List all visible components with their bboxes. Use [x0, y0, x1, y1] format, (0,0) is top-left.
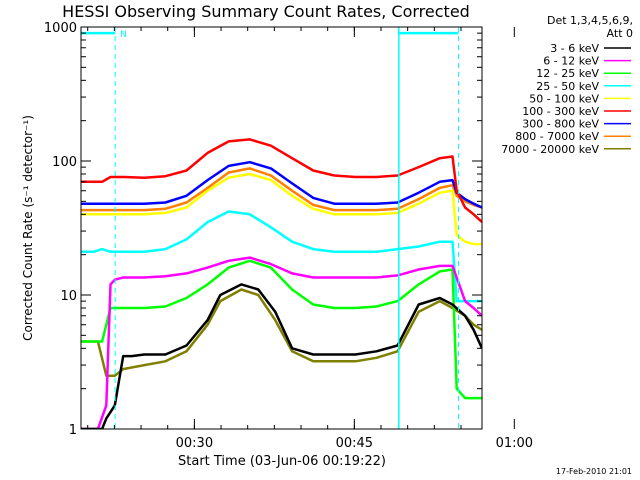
legend-header-line2: Att 0: [607, 27, 633, 40]
y-tick-label: 10: [60, 289, 77, 304]
legend-label: 800 - 7000 keV: [515, 130, 599, 143]
legend-label: 3 - 6 keV: [550, 42, 599, 55]
legend-label: 6 - 12 keV: [543, 55, 599, 68]
x-tick-label: 00:45: [336, 436, 373, 451]
annotation-n: N: [120, 30, 127, 40]
series-line-0: [81, 283, 482, 429]
y-tick-label: 1000: [44, 21, 77, 36]
y-tick-label: 100: [52, 155, 77, 170]
legend-label: 300 - 800 keV: [522, 118, 599, 131]
legend-label: 7000 - 20000 keV: [501, 143, 599, 156]
series-group: [81, 27, 482, 429]
legend-label: 25 - 50 keV: [536, 80, 599, 93]
footer-date: 17-Feb-2010 21:01: [556, 467, 632, 476]
series-line-2: [81, 259, 482, 400]
series-line-7: [81, 167, 482, 212]
legend-label: 12 - 25 keV: [536, 67, 599, 80]
plot-area: N: [81, 27, 482, 429]
series-line-3: [81, 210, 482, 303]
legend-header-line1: Det 1,3,4,5,6,9,: [547, 14, 633, 27]
series-line-6: [81, 160, 482, 209]
y-axis-label: Corrected Count Rate (s⁻¹ detector⁻¹): [21, 115, 35, 341]
x-tick-label: 00:30: [176, 436, 213, 451]
plot-frame: [80, 26, 483, 430]
x-axis-label: Start Time (03-Jun-06 00:19:22): [178, 454, 386, 469]
series-line-8: [81, 288, 482, 377]
x-tick-label: 01:00: [496, 436, 533, 451]
y-tick-label: 1: [69, 423, 77, 438]
chart-title: HESSI Observing Summary Count Rates, Cor…: [62, 2, 470, 21]
legend-label: 50 - 100 keV: [529, 92, 599, 105]
series-line-5: [81, 138, 482, 224]
series-line-4: [81, 172, 482, 246]
legend-label: 100 - 300 keV: [522, 105, 599, 118]
